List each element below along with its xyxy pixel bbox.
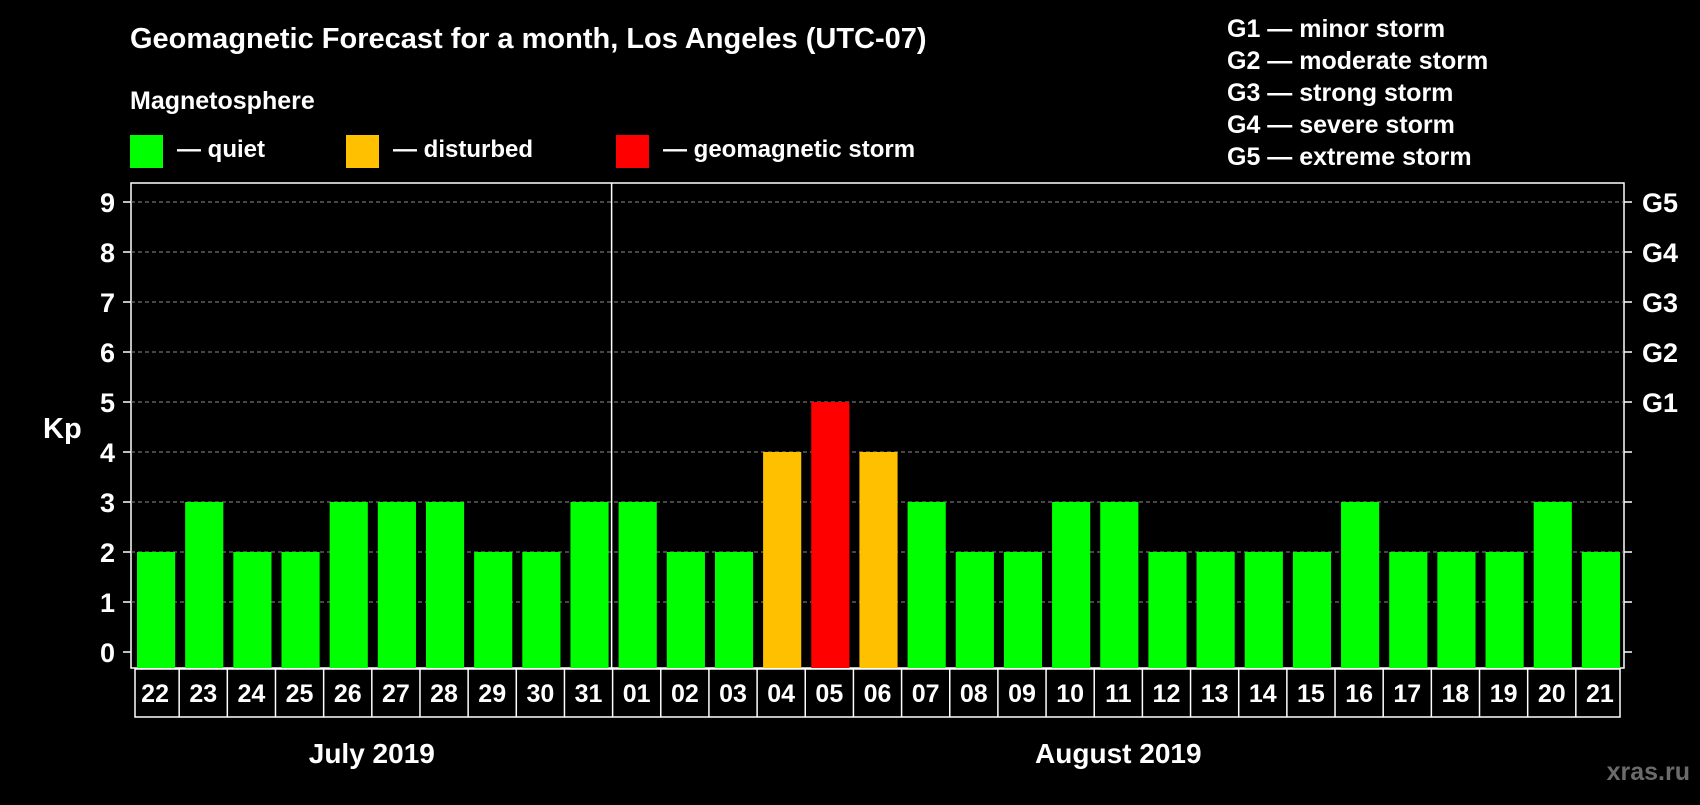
legend: — quiet — disturbed — geomagnetic storm [130,135,915,168]
y-axis-label: Kp [43,413,82,445]
x-tick-label: 26 [334,680,362,708]
date-row-frame [134,668,1621,718]
y-tick-label: 6 [100,338,115,368]
kp-bar-12 [1148,552,1187,668]
kp-bar-16 [1341,502,1380,668]
y-tick-label: 3 [100,488,115,518]
kp-bar-22 [137,552,176,668]
kp-bar-01 [618,502,657,668]
kp-bar-10 [1052,502,1091,668]
x-tick-label: 12 [1153,680,1181,708]
legend-swatch-quiet [130,135,163,168]
storm-scale-g2: G2 — moderate storm [1227,47,1488,75]
storm-level-label: G3 [1642,288,1678,318]
x-tick-label: 02 [671,680,699,708]
x-tick-label: 20 [1538,680,1566,708]
x-tick-label: 27 [382,680,410,708]
storm-level-label: G2 [1642,338,1678,368]
x-tick-label: 22 [141,680,169,708]
y-tick-label: 1 [100,588,115,618]
x-tick-label: 08 [960,680,988,708]
kp-bar-20 [1533,502,1572,668]
x-tick-label: 23 [189,680,217,708]
month-label: August 2019 [1035,738,1202,769]
y-tick-label: 2 [100,538,115,568]
x-tick-label: 09 [1008,680,1036,708]
legend-swatch-storm [616,135,649,168]
kp-bar-14 [1244,552,1283,668]
x-tick-label: 01 [623,680,651,708]
x-tick-label: 19 [1490,680,1518,708]
y-tick-label: 9 [100,188,115,218]
kp-bar-31 [570,502,609,668]
x-tick-label: 04 [767,680,795,708]
kp-bar-29 [474,552,513,668]
x-tick-label: 24 [237,680,265,708]
kp-bar-13 [1196,552,1235,668]
x-tick-label: 17 [1393,680,1421,708]
kp-bar-15 [1292,552,1332,668]
x-tick-label: 28 [430,680,458,708]
kp-bar-06 [859,452,898,668]
kp-bar-26 [329,502,368,668]
x-tick-label: 21 [1586,680,1614,708]
y-tick-label: 4 [100,438,115,468]
kp-bar-18 [1437,552,1476,668]
legend-label-disturbed: — disturbed [393,136,533,163]
y-tick-label: 0 [100,638,115,668]
legend-label-quiet: — quiet [177,136,265,163]
x-tick-label: 03 [719,680,747,708]
kp-bar-11 [1100,502,1139,668]
chart-subtitle: Magnetosphere [130,87,315,115]
storm-scale-g5: G5 — extreme storm [1227,143,1472,171]
x-tick-label: 29 [478,680,506,708]
x-tick-label: 30 [526,680,554,708]
kp-bar-23 [185,502,224,668]
storm-scale-g1: G1 — minor storm [1227,15,1445,43]
storm-scale-legend: G1 — minor storm G2 — moderate storm G3 … [1227,15,1488,171]
x-tick-label: 16 [1345,680,1373,708]
kp-bar-07 [907,502,946,668]
kp-bar-24 [233,552,272,668]
kp-bar-28 [425,502,465,668]
kp-bar-19 [1485,552,1524,668]
kp-bar-27 [377,502,416,668]
y-tick-label: 8 [100,238,115,268]
x-tick-label: 11 [1105,680,1132,708]
x-tick-label: 05 [815,680,843,708]
chart-title: Geomagnetic Forecast for a month, Los An… [130,23,927,55]
kp-bar-09 [1003,552,1043,668]
kp-bar-02 [666,552,705,668]
storm-level-label: G1 [1642,388,1678,418]
legend-swatch-disturbed [346,135,379,168]
x-tick-label: 31 [575,680,603,708]
x-tick-label: 06 [864,680,892,708]
storm-scale-g4: G4 — severe storm [1227,111,1455,139]
x-tick-label: 07 [912,680,940,708]
x-tick-label: 15 [1297,680,1325,708]
x-tick-label: 18 [1442,680,1470,708]
x-tick-label: 13 [1201,680,1229,708]
kp-bar-25 [281,552,320,668]
kp-bar-17 [1389,552,1428,668]
kp-bar-21 [1581,552,1620,668]
x-tick-label: 25 [286,680,314,708]
kp-bar-08 [955,552,994,668]
kp-bar-03 [714,552,754,668]
legend-label-storm: — geomagnetic storm [663,136,915,163]
kp-bar-05 [811,402,850,668]
y-tick-label: 5 [100,388,115,418]
kp-bar-04 [763,452,802,668]
storm-scale-g3: G3 — strong storm [1227,79,1453,107]
watermark: xras.ru [1607,758,1690,786]
storm-level-label: G5 [1642,188,1678,218]
y-tick-label: 7 [100,288,115,318]
kp-bar-30 [522,552,561,668]
storm-level-label: G4 [1642,238,1678,268]
month-label: July 2019 [309,738,435,769]
x-tick-label: 14 [1249,680,1277,708]
x-tick-label: 10 [1056,680,1084,708]
